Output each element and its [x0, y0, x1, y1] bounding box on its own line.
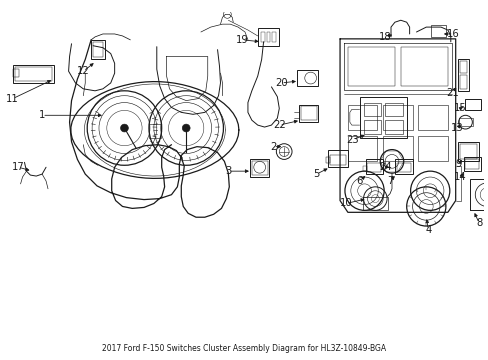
Bar — [362, 197, 387, 210]
Text: 20: 20 — [274, 78, 287, 88]
Text: 22: 22 — [272, 120, 285, 130]
Bar — [459, 144, 476, 159]
Text: 2: 2 — [270, 141, 276, 152]
Text: 11: 11 — [6, 94, 19, 104]
Text: 23: 23 — [346, 135, 358, 145]
Bar — [396, 163, 410, 172]
Bar — [249, 159, 269, 177]
Bar — [383, 104, 412, 130]
Text: 18: 18 — [378, 32, 390, 42]
Text: 9: 9 — [454, 159, 461, 169]
Text: 3: 3 — [225, 166, 231, 176]
Bar — [266, 32, 270, 42]
Bar — [463, 157, 480, 171]
Bar — [347, 47, 394, 86]
Bar — [363, 120, 381, 134]
Bar — [347, 104, 377, 130]
Circle shape — [182, 124, 190, 132]
Text: 5: 5 — [313, 169, 319, 179]
Bar — [457, 142, 478, 161]
Bar — [91, 40, 104, 59]
Bar — [385, 120, 402, 134]
Bar — [347, 136, 377, 161]
Bar — [13, 69, 19, 77]
Bar — [149, 124, 161, 138]
Text: 12: 12 — [77, 66, 89, 76]
Text: 16: 16 — [447, 29, 459, 39]
Text: 7: 7 — [386, 176, 392, 186]
Text: 1: 1 — [39, 110, 45, 120]
Text: 13: 13 — [450, 123, 463, 133]
Text: 10: 10 — [339, 198, 351, 208]
Bar — [257, 28, 279, 46]
Bar — [418, 104, 447, 130]
Bar — [465, 99, 480, 111]
Bar — [459, 75, 467, 89]
Bar — [430, 25, 445, 37]
Text: 2017 Ford F-150 Switches Cluster Assembly Diagram for HL3Z-10849-BGA: 2017 Ford F-150 Switches Cluster Assembl… — [102, 344, 386, 353]
Text: 4: 4 — [424, 225, 430, 235]
Bar — [93, 42, 102, 58]
Bar — [367, 163, 381, 172]
Bar — [260, 32, 264, 42]
Bar — [362, 166, 366, 171]
Bar — [400, 47, 447, 86]
Bar — [457, 59, 468, 91]
Text: 24: 24 — [378, 162, 390, 172]
Bar — [329, 156, 345, 165]
Bar — [465, 159, 478, 169]
Bar — [383, 136, 412, 161]
Text: 19: 19 — [235, 35, 248, 45]
Bar — [469, 179, 488, 210]
Bar — [298, 104, 318, 122]
Bar — [458, 118, 472, 126]
Bar — [327, 150, 347, 167]
Bar — [325, 157, 329, 163]
Bar — [363, 103, 381, 116]
Bar — [365, 159, 383, 174]
Bar — [13, 65, 54, 83]
Bar — [359, 97, 406, 138]
Bar — [15, 67, 52, 81]
Bar — [251, 161, 267, 175]
Bar — [272, 32, 276, 42]
Bar — [418, 136, 447, 161]
Text: 14: 14 — [453, 172, 466, 182]
Text: 17: 17 — [12, 162, 25, 172]
Bar — [394, 159, 412, 174]
Bar — [300, 107, 316, 120]
Circle shape — [120, 124, 128, 132]
Text: 21: 21 — [446, 88, 458, 98]
Text: 6: 6 — [356, 176, 362, 186]
Bar — [385, 103, 402, 116]
Bar — [296, 70, 318, 86]
Bar — [459, 62, 467, 73]
Text: 15: 15 — [453, 103, 466, 113]
Text: 8: 8 — [475, 218, 481, 228]
